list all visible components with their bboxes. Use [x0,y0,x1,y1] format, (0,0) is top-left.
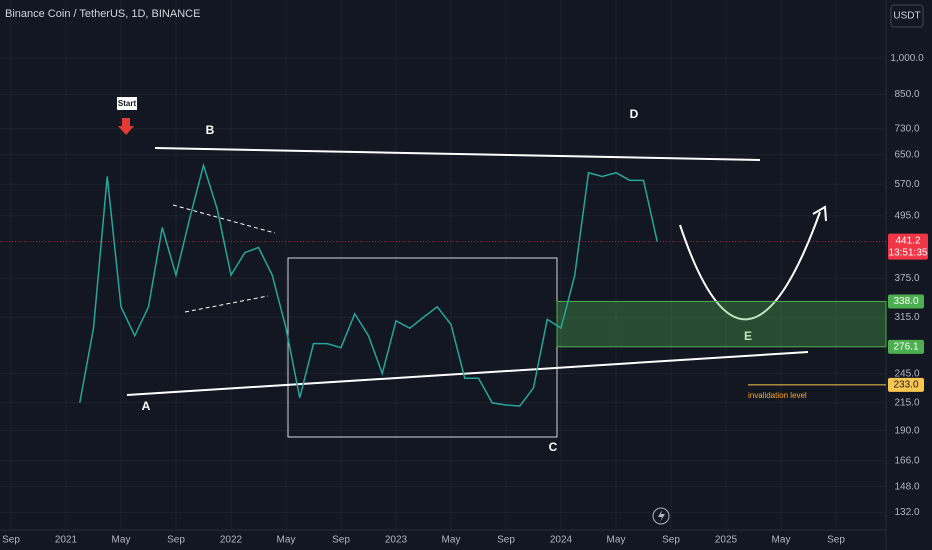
x-tick-label: Sep [827,535,845,546]
currency-box [890,4,924,28]
support-zone [556,300,887,348]
y-tick-label: 315.0 [894,312,919,323]
countdown-label: 13:51:35 [889,247,928,258]
y-tick-label: 650.0 [894,149,919,160]
x-tick-label: Sep [497,535,515,546]
x-tick-label: 2022 [220,535,243,546]
overlay: invalidation level 441.213:51:35 338.0 276.… [0,162,928,407]
y-tick-label: 495.0 [894,211,919,222]
x-tick-label: Sep [2,535,20,546]
price-badge [888,294,924,309]
invalidation-text: invalidation level [748,391,807,400]
y-tick-label: 215.0 [894,398,919,409]
last-price-badge [888,233,928,260]
y-tick-label: 166.0 [894,456,919,467]
y-tick-label: 730.0 [894,123,919,134]
projection-arrowhead [812,205,827,222]
x-tick-label: 2021 [55,535,78,546]
x-tick-label: 2024 [550,535,573,546]
trend-line-bottom [126,351,809,396]
wave-label: B [206,123,215,137]
x-tick-label: Sep [332,535,350,546]
wave-label: E [744,329,752,343]
triangle-line [172,204,276,234]
y-tick-label: 245.0 [894,368,919,379]
y-axis-area [886,0,932,550]
x-tick-label: Sep [167,535,185,546]
y-tick-label: 148.0 [894,481,919,492]
last-price-label: 441.2 [895,235,920,246]
trend-line-top [154,147,761,161]
price-badge-label: 338.0 [893,296,918,307]
x-tick-label: 2023 [385,535,408,546]
wave-label: D [630,107,639,121]
currency-label: USDT [893,11,920,22]
x-tick-label: May [112,535,131,546]
wave-label: A [142,399,151,413]
alert-icon[interactable] [652,507,670,525]
price-badge [888,377,924,392]
y-tick-label: 570.0 [894,179,919,190]
y-tick-label: 375.0 [894,273,919,284]
price-badge-label: 276.1 [893,341,918,352]
triangle-line [184,295,269,313]
y-tick-label: 190.0 [894,425,919,436]
chart-title: Binance Coin / TetherUS, 1D, BINANCE [5,8,200,20]
x-tick-label: May [607,535,626,546]
price-badge [888,339,924,354]
x-tick-label: 2025 [715,535,738,546]
x-tick-label: May [277,535,296,546]
wave-label: C [549,440,558,454]
alert-bolt [658,510,665,522]
x-tick-label: May [442,535,461,546]
start-arrow [118,118,134,135]
y-tick-label: 1,000.0 [890,53,924,64]
start-label-box [117,97,137,110]
price-line [79,162,658,407]
y-tick-label: 850.0 [894,89,919,100]
y-tick-label: 132.0 [894,507,919,518]
x-tick-label: Sep [662,535,680,546]
start-label: Start [118,99,137,108]
x-tick-label: May [772,535,791,546]
projection-curve [679,211,821,321]
range-box [287,257,558,438]
price-badge-label: 233.0 [893,380,918,391]
